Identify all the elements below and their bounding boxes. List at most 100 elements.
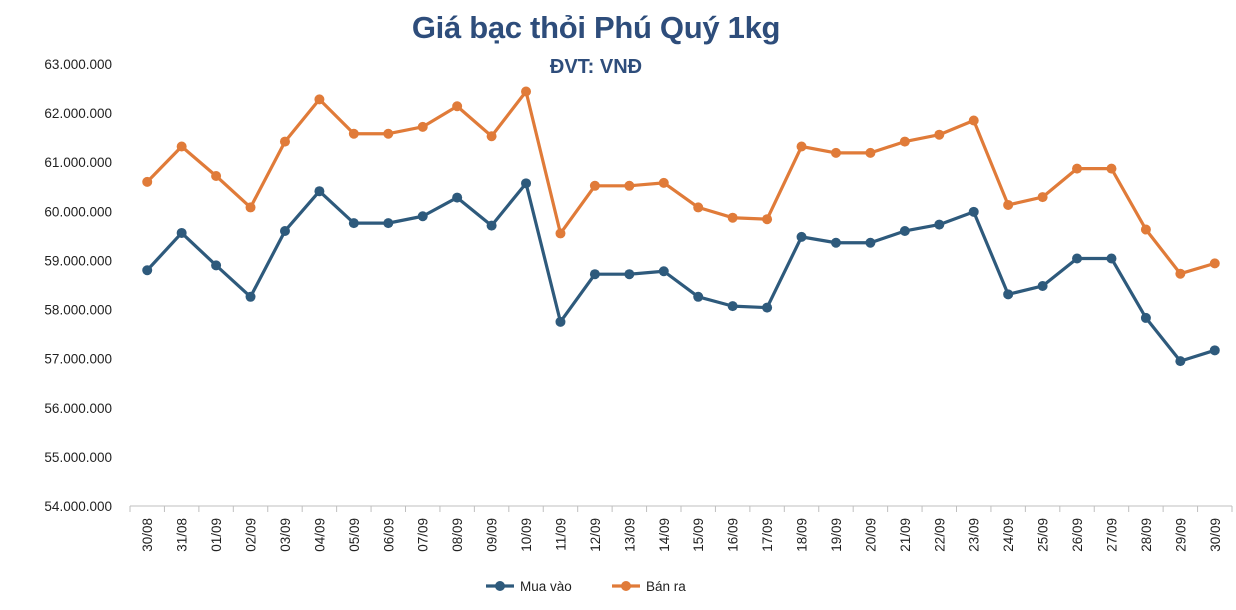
series-ban-ra: [142, 86, 1220, 279]
data-point: [211, 170, 222, 181]
data-point: [1140, 224, 1151, 235]
chart-subtitle: ĐVT: VNĐ: [549, 56, 643, 78]
data-point: [348, 128, 359, 139]
x-tick-label: 25/09: [1036, 518, 1051, 552]
data-point: [762, 214, 773, 225]
data-point: [142, 265, 153, 276]
data-point: [968, 115, 979, 126]
data-point: [486, 220, 497, 231]
legend-label: Bán ra: [646, 579, 686, 594]
data-point: [555, 228, 566, 239]
data-point: [1209, 258, 1220, 269]
data-point: [452, 101, 463, 112]
data-point: [693, 291, 704, 302]
x-tick-label: 24/09: [1001, 518, 1016, 552]
x-tick-label: 12/09: [588, 518, 603, 552]
x-tick-label: 03/09: [278, 518, 293, 552]
data-point: [624, 180, 635, 191]
x-tick-label: 30/08: [140, 518, 155, 552]
data-point: [830, 147, 841, 158]
x-tick-label: 01/09: [209, 518, 224, 552]
x-tick-label: 20/09: [863, 518, 878, 552]
data-point: [796, 231, 807, 242]
x-tick-label: 15/09: [691, 518, 706, 552]
data-point: [1140, 312, 1151, 323]
x-axis-ticks: 30/08 31/08 01/09 02/09 03/09 04/09 05/09 06/09…: [140, 518, 1223, 552]
y-tick-label: 59.000.000: [44, 253, 112, 268]
data-point: [1003, 199, 1014, 210]
x-tick-label: 29/09: [1173, 518, 1188, 552]
x-tick-label: 04/09: [312, 518, 327, 552]
legend-swatch-marker: [495, 581, 505, 591]
y-tick-label: 54.000.000: [44, 499, 112, 514]
data-point: [624, 269, 635, 280]
data-point: [245, 202, 256, 213]
series-mua-vao: [142, 178, 1220, 367]
x-tick-label: 17/09: [760, 518, 775, 552]
data-point: [762, 302, 773, 313]
chart-title: Giá bạc thỏi Phú Quý 1kg: [411, 10, 781, 45]
x-tick-label: 26/09: [1070, 518, 1085, 552]
data-point: [383, 128, 394, 139]
y-axis-ticks: 54.000.000 55.000.000 56.000.000 57.000.000…: [44, 57, 112, 514]
data-point: [555, 316, 566, 327]
axes: [129, 505, 1233, 512]
data-point: [176, 141, 187, 152]
x-tick-label: 11/09: [553, 518, 568, 551]
x-tick-label: 19/09: [829, 518, 844, 552]
data-point: [968, 206, 979, 217]
x-tick-label: 31/08: [175, 518, 190, 552]
data-point: [865, 147, 876, 158]
x-tick-label: 10/09: [519, 518, 534, 552]
data-point: [658, 177, 669, 188]
data-point: [1106, 163, 1117, 174]
data-point: [830, 237, 841, 248]
data-point: [658, 266, 669, 277]
y-tick-label: 56.000.000: [44, 401, 112, 416]
data-point: [727, 301, 738, 312]
x-tick-label: 28/09: [1139, 518, 1154, 552]
data-point: [279, 225, 290, 236]
series-layer: [142, 86, 1220, 367]
data-point: [1037, 192, 1048, 203]
data-point: [417, 211, 428, 222]
legend-label: Mua vào: [520, 579, 572, 594]
data-point: [934, 219, 945, 230]
legend-item: Bán ra: [612, 579, 686, 594]
data-point: [796, 141, 807, 152]
data-point: [1175, 356, 1186, 367]
series-line: [146, 181, 1216, 363]
legend: Mua vào Bán ra: [486, 579, 686, 594]
y-tick-label: 55.000.000: [44, 450, 112, 465]
data-point: [314, 94, 325, 105]
y-tick-label: 62.000.000: [44, 106, 112, 121]
data-point: [865, 237, 876, 248]
data-point: [417, 121, 428, 132]
x-tick-label: 27/09: [1104, 518, 1119, 552]
data-point: [142, 176, 153, 187]
data-point: [899, 136, 910, 147]
x-tick-label: 07/09: [416, 518, 431, 552]
x-tick-label: 23/09: [967, 518, 982, 552]
data-point: [934, 129, 945, 140]
legend-item: Mua vào: [486, 579, 572, 594]
data-point: [1106, 253, 1117, 264]
data-point: [211, 260, 222, 271]
x-tick-label: 30/09: [1208, 518, 1223, 552]
data-point: [486, 131, 497, 142]
data-point: [1175, 268, 1186, 279]
series-line: [146, 89, 1216, 276]
x-tick-label: 06/09: [381, 518, 396, 552]
data-point: [1209, 345, 1220, 356]
x-tick-label: 18/09: [795, 518, 810, 552]
data-point: [899, 225, 910, 236]
data-point: [1037, 280, 1048, 291]
data-point: [521, 178, 532, 189]
x-tick-label: 21/09: [898, 518, 913, 552]
x-tick-label: 08/09: [450, 518, 465, 552]
data-point: [314, 186, 325, 197]
x-tick-label: 16/09: [726, 518, 741, 552]
x-tick-label: 14/09: [657, 518, 672, 552]
data-point: [589, 269, 600, 280]
